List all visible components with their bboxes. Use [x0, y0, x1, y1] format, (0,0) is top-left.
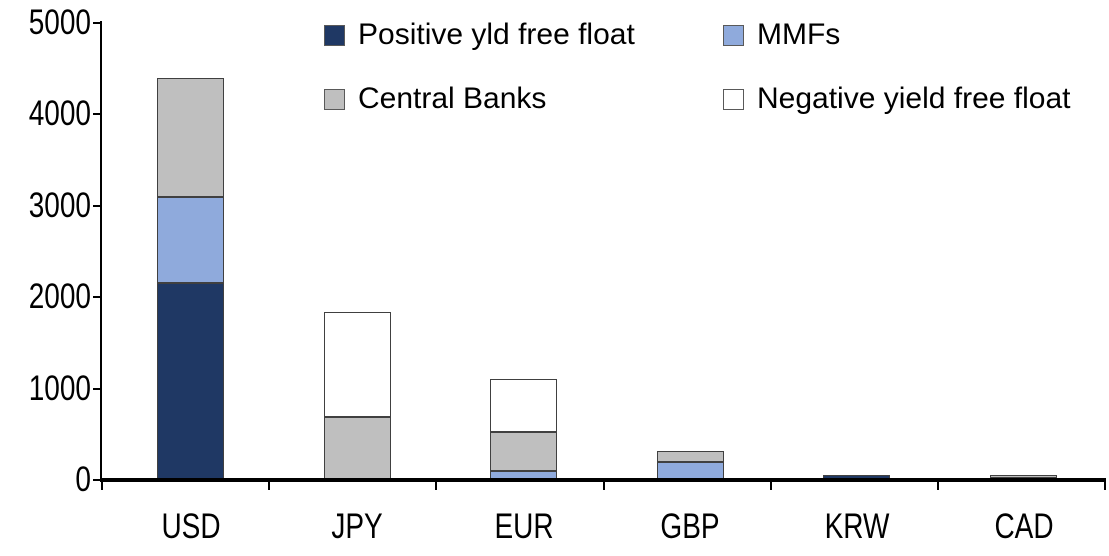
bar-segment-EUR-central-banks	[490, 431, 558, 471]
y-axis-tick	[93, 296, 102, 299]
x-axis-category-label: KRW	[824, 507, 890, 546]
bar-segment-JPY-central-banks	[323, 416, 391, 480]
y-axis-line	[100, 21, 102, 482]
bar-segment-EUR-negative-yield-free-float	[490, 379, 558, 432]
x-axis-tick	[936, 480, 939, 490]
x-axis-tick	[602, 480, 605, 490]
x-axis-category-label: CAD	[993, 507, 1054, 546]
x-axis-tick	[1104, 480, 1106, 490]
x-axis-category-label: EUR	[494, 507, 554, 546]
legend-swatch-positive-yld-free-float	[324, 24, 345, 46]
y-axis-tick-label: 5000	[28, 3, 91, 42]
bar-segment-GBP-central-banks	[656, 450, 724, 462]
x-axis-line	[100, 478, 1106, 482]
bar-segment-USD-positive-yld-free-float	[157, 283, 224, 480]
y-axis-tick	[93, 204, 102, 207]
legend-swatch-mmfs	[723, 24, 744, 46]
x-axis-tick	[769, 480, 772, 490]
y-axis-tick	[93, 113, 102, 116]
y-axis-tick-label: 4000	[28, 94, 91, 134]
x-axis-tick	[268, 480, 271, 490]
y-axis-tick-label: 1000	[28, 368, 91, 408]
legend-item-positive-yld-free-float: Positive yld free float	[324, 20, 635, 50]
legend-label-positive-yld-free-float: Positive yld free float	[358, 18, 635, 51]
legend-label-negative-yield-free-float: Negative yield free float	[757, 82, 1071, 115]
bar-segment-CAD-central-banks	[990, 474, 1057, 478]
y-axis-tick	[93, 22, 102, 24]
legend-item-mmfs: MMFs	[723, 20, 840, 50]
x-axis-category-label: GBP	[660, 507, 720, 546]
bar-segment-USD-mmfs	[157, 196, 224, 284]
legend-label-mmfs: MMFs	[757, 18, 841, 51]
x-axis-category-label: JPY	[331, 507, 383, 546]
legend-swatch-negative-yield-free-float	[723, 88, 744, 110]
y-axis-tick	[93, 479, 102, 481]
y-axis-tick-label: 0	[75, 460, 91, 499]
legend-item-negative-yield-free-float: Negative yield free float	[723, 84, 1071, 114]
y-axis-tick	[93, 387, 102, 390]
legend-label-central-banks: Central Banks	[358, 82, 547, 115]
y-axis-tick-label: 2000	[28, 277, 91, 317]
legend-item-central-banks: Central Banks	[324, 84, 546, 114]
x-axis-category-label: USD	[160, 507, 221, 546]
bar-segment-JPY-negative-yield-free-float	[323, 311, 391, 417]
y-axis-tick-label: 3000	[28, 185, 91, 225]
x-axis-tick	[101, 480, 103, 490]
bar-segment-USD-central-banks	[157, 77, 224, 197]
legend-swatch-central-banks	[324, 88, 345, 110]
x-axis-tick	[435, 480, 438, 490]
